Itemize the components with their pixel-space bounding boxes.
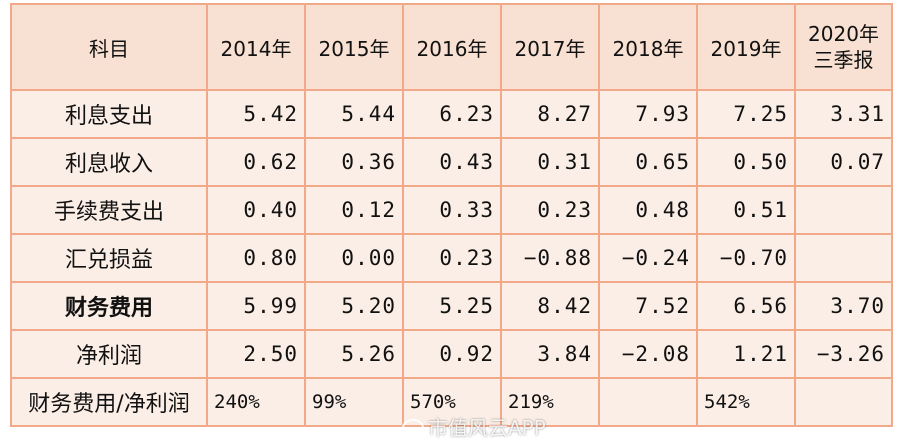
value-cell: 5.44 (304, 89, 404, 139)
header-year: 2016年 (402, 3, 502, 91)
table-row: 财务费用/净利润 240% 99% 570% 219% 542% (10, 377, 893, 427)
header-year: 2015年 (304, 3, 404, 91)
financial-expense-table: 科目 2014年 2015年 2016年 2017年 2018年 2019年 2… (10, 3, 893, 427)
watermark: 市值风云APP (402, 412, 546, 441)
value-cell: −0.70 (696, 233, 796, 283)
row-label: 财务费用 (10, 281, 208, 331)
value-cell: 219% (500, 377, 600, 427)
value-cell: 570% (402, 377, 502, 427)
value-cell: 3.84 (500, 329, 600, 379)
value-cell: 240% (206, 377, 306, 427)
table-row: 财务费用 5.99 5.20 5.25 8.42 7.52 6.56 3.70 (10, 281, 893, 331)
watermark-text: 市值风云APP (428, 416, 546, 440)
header-year: 2017年 (500, 3, 600, 91)
value-cell: 99% (304, 377, 404, 427)
value-cell: −0.88 (500, 233, 600, 283)
value-cell: 0.65 (598, 137, 698, 187)
value-cell: 0.40 (206, 185, 306, 235)
value-cell: 5.26 (304, 329, 404, 379)
value-cell: 0.12 (304, 185, 404, 235)
value-cell: 6.56 (696, 281, 796, 331)
row-label: 汇兑损益 (10, 233, 208, 283)
value-cell: 5.25 (402, 281, 502, 331)
table-header-row: 科目 2014年 2015年 2016年 2017年 2018年 2019年 2… (10, 3, 893, 91)
value-cell: 0.50 (696, 137, 796, 187)
value-cell: 6.23 (402, 89, 502, 139)
value-cell: −3.26 (794, 329, 893, 379)
value-cell (598, 377, 698, 427)
value-cell: 0.80 (206, 233, 306, 283)
table-row: 手续费支出 0.40 0.12 0.33 0.23 0.48 0.51 (10, 185, 893, 235)
value-cell: 0.51 (696, 185, 796, 235)
value-cell: 0.31 (500, 137, 600, 187)
value-cell: 7.52 (598, 281, 698, 331)
row-label: 净利润 (10, 329, 208, 379)
value-cell (794, 377, 893, 427)
value-cell: 0.23 (402, 233, 502, 283)
header-year: 2014年 (206, 3, 306, 91)
weibo-icon (402, 419, 424, 437)
value-cell: 5.20 (304, 281, 404, 331)
header-year: 2019年 (696, 3, 796, 91)
value-cell: 0.43 (402, 137, 502, 187)
value-cell: 2.50 (206, 329, 306, 379)
header-year: 2020年三季报 (794, 3, 893, 91)
table-row: 利息支出 5.42 5.44 6.23 8.27 7.93 7.25 3.31 (10, 89, 893, 139)
value-cell: 8.27 (500, 89, 600, 139)
value-cell: 0.00 (304, 233, 404, 283)
value-cell: 1.21 (696, 329, 796, 379)
value-cell: −0.24 (598, 233, 698, 283)
value-cell: 0.07 (794, 137, 893, 187)
value-cell: 0.48 (598, 185, 698, 235)
row-label: 手续费支出 (10, 185, 208, 235)
value-cell (794, 185, 893, 235)
value-cell: 5.42 (206, 89, 306, 139)
value-cell: 0.33 (402, 185, 502, 235)
row-label: 利息收入 (10, 137, 208, 187)
value-cell: 7.93 (598, 89, 698, 139)
value-cell: 0.23 (500, 185, 600, 235)
value-cell: 0.62 (206, 137, 306, 187)
table-row: 汇兑损益 0.80 0.00 0.23 −0.88 −0.24 −0.70 (10, 233, 893, 283)
value-cell: 3.70 (794, 281, 893, 331)
header-year: 2018年 (598, 3, 698, 91)
value-cell: 3.31 (794, 89, 893, 139)
value-cell (794, 233, 893, 283)
value-cell: 0.36 (304, 137, 404, 187)
value-cell: 0.92 (402, 329, 502, 379)
row-label: 财务费用/净利润 (10, 377, 208, 427)
value-cell: 7.25 (696, 89, 796, 139)
header-subject: 科目 (10, 3, 208, 91)
value-cell: −2.08 (598, 329, 698, 379)
value-cell: 8.42 (500, 281, 600, 331)
table-row: 净利润 2.50 5.26 0.92 3.84 −2.08 1.21 −3.26 (10, 329, 893, 379)
row-label: 利息支出 (10, 89, 208, 139)
table-row: 利息收入 0.62 0.36 0.43 0.31 0.65 0.50 0.07 (10, 137, 893, 187)
value-cell: 542% (696, 377, 796, 427)
value-cell: 5.99 (206, 281, 306, 331)
